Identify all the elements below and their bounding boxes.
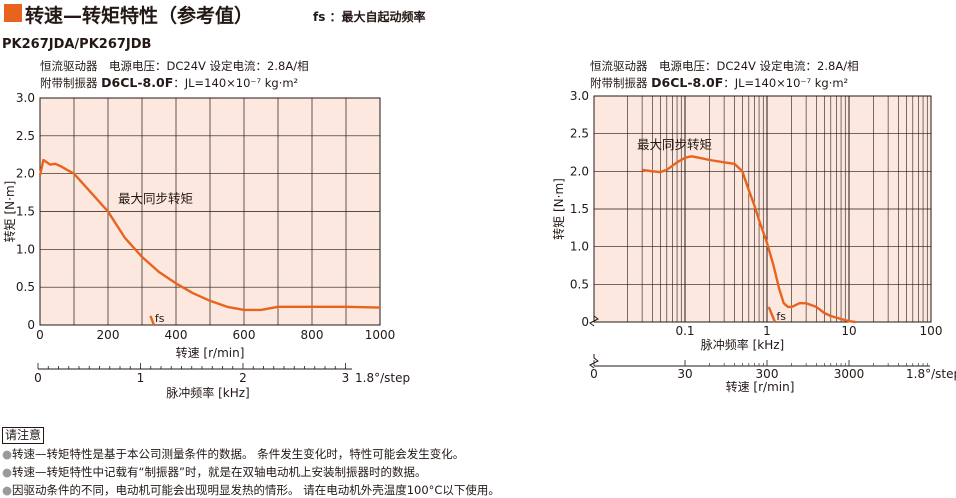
chart2-x2-unit: 1.8°/step [906,367,956,381]
chart2-x2-axis-break [589,354,599,369]
chart2-fs-mark [767,306,777,323]
chart2-conditions-line2: 附带制振器 D6CL-8.0F：JL=140×10⁻⁷ kg·m² [590,75,848,91]
chart1-x2tick-label: 0 [34,371,42,385]
chart2-annotation: 最大同步转矩 [637,137,712,152]
chart2-ytick-label: 1.5 [570,202,589,216]
chart1-xtick-label: 600 [233,328,256,342]
chart1-fs-label: fs [155,312,165,325]
chart2-conditions-line1: 恒流驱动器 电源电压：DC24V 设定电流：2.8A/相 [590,59,859,73]
chart2-x2tick-label: 3000 [834,367,865,381]
chart1-x-axis-label: 转速 [r/min] [176,345,245,360]
chart1-ytick-label: 1.5 [16,205,35,219]
chart1-xtick-label: 0 [36,328,44,342]
chart2-ytick-label: 2.0 [570,164,589,178]
chart2-xtick-label: 1 [763,324,771,338]
chart2-fs-label: fs [776,310,786,323]
chart1-ytick-label: 2.0 [16,167,35,181]
chart1-xtick-label: 1000 [365,328,396,342]
chart2-x2tick-label: 300 [756,367,779,381]
chart1-x2tick-label: 3 [342,371,350,385]
chart2-x-axis-label: 脉冲频率 [kHz] [701,337,784,352]
chart1-x2-unit: 1.8°/step [355,371,410,385]
page-title: 转速—转矩特性（参考值） [25,5,254,27]
chart1-xtick-label: 400 [165,328,188,342]
note-item-1: ●转速—转矩特性是基于本公司测量条件的数据。 条件发生变化时，特性可能会发生变化… [2,447,465,461]
chart1-fs-mark [149,315,156,326]
chart1-annotation: 最大同步转矩 [118,191,193,206]
chart1-ytick-label: 2.5 [16,129,35,143]
chart2-xtick-label: 10 [841,324,856,338]
chart1-ytick-label: 0 [27,318,35,332]
chart2-ytick-label: 0.5 [570,277,589,291]
chart2-y-axis-label: 转矩 [N·m] [551,178,566,240]
chart2-xtick-label: 100 [920,324,943,338]
chart1-cond-prefix: 附带制振器 [40,76,102,90]
chart2-x2-axis-label: 转速 [r/min] [726,379,795,394]
chart1-y-axis-label: 转矩 [N·m] [2,181,17,243]
chart2-damper-model: D6CL-8.0F [651,75,724,90]
chart2-series-line [641,155,856,324]
chart1-plot-border [39,97,381,326]
chart1-cond-suffix: ：JL=140×10⁻⁷ kg·m² [173,76,299,90]
note-item-2: ●转速—转矩特性中记载有“制振器”时，就是在双轴电动机上安装制振器时的数据。 [2,465,427,479]
chart1-x2tick-label: 1 [137,371,145,385]
chart1-conditions-line1: 恒流驱动器 电源电压：DC24V 设定电流：2.8A/相 [40,59,309,73]
chart1-ytick-label: 3.0 [16,91,35,105]
chart2-xtick-label: 0.1 [675,324,694,338]
chart1-xtick-label: 200 [97,328,120,342]
chart1-ytick-label: 0.5 [16,280,35,294]
chart2-ytick-label: 1.0 [570,240,589,254]
chart2-ytick-label: 2.5 [570,127,589,141]
model-name: PK267JDA/PK267JDB [2,37,152,52]
note-item-3: ●因驱动条件的不同，电动机可能会出现明显发热的情形。 请在电动机外壳温度100°… [2,483,500,497]
chart2-axis-break [589,312,599,327]
chart1-conditions-line2: 附带制振器 D6CL-8.0F：JL=140×10⁻⁷ kg·m² [40,75,298,91]
chart2-ytick-label: 3.0 [570,89,589,103]
note-text-1: 转速—转矩特性是基于本公司测量条件的数据。 条件发生变化时，特性可能会发生变化。 [12,447,465,461]
note-text-3: 因驱动条件的不同，电动机可能会出现明显发热的情形。 请在电动机外壳温度100°C… [12,483,500,497]
fs-definition: fs ：最大自起动频率 [313,10,426,24]
chart1-series-line [38,158,381,312]
chart1-ytick-label: 1.0 [16,242,35,256]
title-marker [4,4,22,22]
chart2-plot-border [593,95,932,323]
chart2-x2tick-label: 0 [590,367,598,381]
chart1-x2-axis-label: 脉冲频率 [kHz] [166,385,249,400]
notes-heading: 请注意 [2,427,45,444]
chart2-x2tick-label: 30 [677,367,692,381]
note-text-2: 转速—转矩特性中记载有“制振器”时，就是在双轴电动机上安装制振器时的数据。 [12,465,427,479]
chart2-cond-suffix: ：JL=140×10⁻⁷ kg·m² [723,76,849,90]
chart1-damper-model: D6CL-8.0F [101,75,174,90]
chart2-cond-prefix: 附带制振器 [590,76,652,90]
chart2-ytick-label: 0 [581,315,589,329]
chart1-x2tick-label: 2 [239,371,247,385]
chart1-xtick-label: 800 [301,328,324,342]
